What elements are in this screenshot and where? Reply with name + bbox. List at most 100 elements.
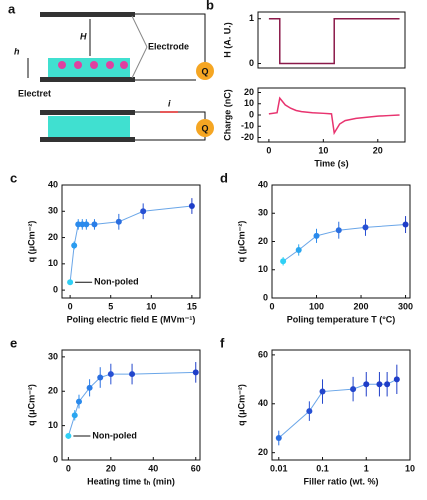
panel-label: f: [220, 335, 225, 350]
y-tick-label: -20: [241, 132, 254, 142]
y-tick-label: 40: [258, 179, 268, 189]
electret: [48, 116, 130, 137]
x-axis-label: Poling electric field E (MVm⁻¹): [67, 314, 196, 324]
y-tick-label: 1: [249, 13, 254, 23]
panel-label: c: [10, 170, 17, 185]
x-axis-label: Poling temperature T (°C): [287, 314, 396, 324]
y-tick-label: 20: [258, 447, 268, 457]
plot-frame: [61, 349, 201, 461]
marker: [91, 221, 98, 228]
meter: [196, 119, 214, 137]
y-tick-label: 20: [258, 236, 268, 246]
x-tick-label: 5: [108, 301, 113, 311]
x-axis-label: Time (s): [314, 158, 348, 168]
plate: [40, 12, 135, 17]
marker: [129, 371, 136, 378]
marker: [86, 384, 93, 391]
marker: [75, 398, 82, 405]
x-tick-label: 0: [66, 463, 71, 473]
y-tick-label: 20: [244, 87, 254, 97]
x-tick-label: 0: [266, 145, 271, 155]
marker: [71, 242, 78, 249]
marker: [335, 227, 342, 234]
data-line: [268, 17, 400, 65]
diagram: a H Q h Electrode Electret Q i: [8, 1, 214, 142]
plot-frame: [271, 184, 411, 299]
label: i: [168, 98, 171, 108]
marker: [393, 376, 400, 383]
marker: [192, 369, 199, 376]
trend-line: [69, 205, 192, 283]
y-axis-label: q (μCm⁻²): [26, 384, 36, 426]
y-tick-label: 20: [48, 386, 58, 396]
panel-label: d: [220, 170, 228, 185]
marker: [275, 435, 282, 441]
y-tick-label: 10: [48, 420, 58, 430]
x-tick-label: 200: [354, 301, 369, 311]
x-tick-label: 300: [398, 301, 413, 311]
marker: [71, 412, 78, 419]
x-tick-label: 0.1: [316, 463, 329, 473]
wire: [135, 111, 206, 119]
marker: [319, 388, 326, 395]
y-axis-label: q (μCm⁻²): [236, 384, 246, 426]
x-tick-label: 40: [148, 463, 158, 473]
y-tick-label: 10: [244, 98, 254, 108]
y-tick-label: 0: [263, 292, 268, 302]
x-axis-label: Heating time tₕ (min): [87, 476, 175, 486]
x-tick-label: 1: [364, 463, 369, 473]
marker: [313, 232, 320, 239]
marker: [384, 381, 391, 388]
marker: [280, 258, 287, 265]
marker: [295, 246, 302, 253]
y-tick-label: 40: [258, 398, 268, 408]
marker: [107, 371, 114, 378]
panel-label: a: [8, 1, 16, 16]
y-axis-label: H (A. U.): [222, 22, 232, 58]
y-tick-label: 40: [48, 179, 58, 189]
y-axis-label: Charge (nC): [222, 89, 232, 141]
y-tick-label: 10: [258, 264, 268, 274]
marker: [140, 208, 147, 215]
y-tick-label: 0: [249, 58, 254, 68]
y-tick-label: 0: [249, 109, 254, 119]
marker: [97, 374, 104, 381]
label: Q: [201, 66, 208, 76]
x-tick-label: 100: [309, 301, 324, 311]
plot-frame: [61, 184, 201, 299]
trend-line: [282, 224, 406, 262]
leader: [131, 46, 148, 79]
x-tick-label: 20: [106, 463, 116, 473]
data-line: [268, 96, 400, 136]
y-axis-label: q (μCm⁻²): [26, 221, 36, 263]
marker: [188, 203, 195, 210]
leader: [131, 15, 148, 48]
marker: [402, 221, 409, 228]
wire: [135, 137, 206, 141]
x-tick-label: 10: [146, 301, 156, 311]
label: H: [80, 31, 87, 41]
label: Electrode: [148, 41, 189, 51]
plate: [40, 110, 135, 115]
x-tick-label: 0: [68, 301, 73, 311]
y-tick-label: 60: [258, 349, 268, 359]
y-tick-label: 0: [53, 454, 58, 464]
marker: [67, 279, 74, 286]
x-tick-label: 10: [318, 145, 328, 155]
label: h: [14, 46, 20, 56]
panel-label: b: [206, 0, 214, 12]
label: Q: [201, 123, 208, 133]
annotation: Non-poled: [94, 277, 139, 287]
y-tick-label: 30: [48, 351, 58, 361]
plot-frame: [271, 349, 411, 461]
wire: [135, 13, 206, 62]
y-tick-label: 30: [258, 208, 268, 218]
label: Electret: [18, 88, 51, 98]
annotation: Non-poled: [92, 430, 137, 440]
marker: [83, 221, 90, 228]
y-axis-label: q (μCm⁻²): [236, 221, 246, 263]
x-tick-label: 0: [269, 301, 274, 311]
plate: [40, 77, 135, 82]
marker: [306, 408, 313, 415]
